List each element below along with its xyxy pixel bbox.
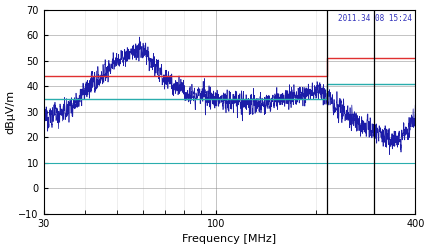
Text: 2011.34 08 15:24: 2011.34 08 15:24	[338, 14, 412, 23]
Y-axis label: dBμV/m: dBμV/m	[6, 90, 15, 134]
X-axis label: Frequency [MHz]: Frequency [MHz]	[182, 234, 276, 244]
